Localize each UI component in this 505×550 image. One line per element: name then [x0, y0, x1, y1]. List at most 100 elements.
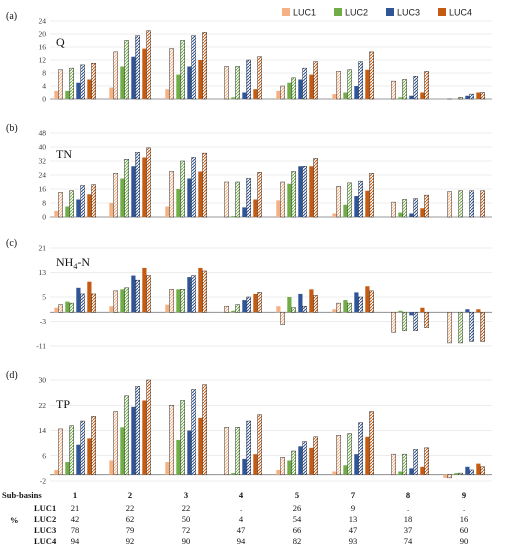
y-tick-label: 8	[42, 69, 46, 78]
bar-luc2-solid	[398, 97, 403, 99]
bar-luc2-hatched	[458, 190, 463, 218]
bar-luc4-solid	[87, 194, 92, 217]
bar-luc3-hatched	[80, 293, 85, 313]
bar-luc2-solid	[65, 301, 70, 313]
bar-luc4-solid	[198, 171, 203, 217]
bar-luc3-hatched	[358, 296, 363, 313]
table-cell: 78	[71, 525, 80, 535]
bar-luc3-solid	[298, 79, 303, 99]
table-cell: 66	[293, 525, 302, 535]
table-row-label: LUC1	[34, 503, 56, 513]
bar-luc1-solid	[109, 87, 114, 99]
bar-luc3-hatched	[302, 441, 307, 475]
bar-luc1-solid	[165, 206, 170, 217]
bar-luc2-hatched	[124, 287, 129, 313]
bar-luc2-solid	[454, 473, 459, 475]
bar-luc2-hatched	[180, 400, 185, 475]
y-tick-label: 22	[39, 401, 47, 410]
table-cell: 42	[71, 514, 80, 524]
table-cell: 62	[126, 514, 135, 524]
bar-luc3-solid	[409, 312, 414, 316]
bar-luc1-solid	[332, 309, 337, 313]
bar-luc3-hatched	[191, 35, 196, 100]
bar-luc2-hatched	[291, 77, 296, 100]
bar-luc3-solid	[298, 166, 303, 217]
bar-luc4-solid	[420, 466, 425, 475]
bar-luc4-solid	[365, 190, 370, 217]
bar-luc3-solid	[131, 166, 136, 217]
bar-luc2-solid	[231, 97, 236, 99]
bar-luc3-hatched	[80, 420, 85, 475]
bar-luc1-hatched	[280, 312, 285, 325]
bar-luc2-solid	[120, 427, 125, 475]
bar-luc3-hatched	[246, 178, 251, 218]
bar-luc4-solid	[253, 199, 258, 217]
y-tick-label: 32	[39, 157, 47, 166]
bar-luc1-solid	[165, 89, 170, 99]
bar-luc3-solid	[131, 275, 136, 313]
table-cell: 22	[126, 503, 135, 513]
y-tick-label: -3	[40, 317, 46, 326]
table-cell: 92	[126, 536, 135, 546]
table-cell: .	[240, 503, 242, 513]
bar-luc3-hatched	[302, 166, 307, 218]
y-tick-label: 30	[39, 376, 47, 385]
bar-luc4-hatched	[91, 293, 96, 313]
bar-luc2-solid	[65, 462, 70, 475]
bar-luc2-hatched	[291, 450, 296, 475]
chart-panel-tn: (b) 0 8 16 24 32 40 48 TN	[6, 123, 492, 222]
bar-luc2-solid	[398, 471, 403, 475]
table-cell: 60	[460, 525, 469, 535]
variable-name: Q	[56, 35, 65, 49]
y-tick-label: 6	[42, 451, 46, 460]
legend: LUC1 LUC2 LUC3 LUC4	[282, 8, 472, 18]
bar-luc4-hatched	[313, 436, 318, 475]
bar-luc3-hatched	[246, 59, 251, 100]
table-cell: 90	[182, 536, 191, 546]
panel-label: (a)	[6, 11, 17, 22]
table-percent-label: %	[10, 515, 19, 525]
table-cell: 94	[237, 536, 246, 546]
bar-luc4-hatched	[369, 411, 374, 475]
bar-luc4-hatched	[257, 56, 262, 100]
bar-luc4-hatched	[257, 292, 262, 313]
bar-luc4-hatched	[257, 414, 262, 475]
bar-luc2-hatched	[124, 395, 129, 475]
bar-luc1-hatched	[169, 171, 174, 218]
y-tick-label: 40	[39, 143, 47, 152]
bar-luc3-solid	[76, 287, 81, 313]
bar-luc2-hatched	[235, 427, 240, 475]
bar-luc2-hatched	[402, 199, 407, 218]
bar-luc3-solid	[354, 454, 359, 475]
bar-luc3-solid	[354, 292, 359, 313]
y-tick-label: 0	[42, 95, 46, 104]
y-tick-label: -11	[36, 342, 46, 351]
bar-luc4-solid	[142, 48, 147, 99]
bar-luc1-solid	[332, 471, 337, 475]
table-row-label: LUC3	[34, 525, 56, 535]
chart-panel-nh4-n: (c) -11 -3 5 13 21 NH4-N	[6, 238, 492, 351]
y-tick-label: 48	[39, 129, 47, 138]
bar-luc1-solid	[276, 200, 281, 217]
y-tick-label: 4	[42, 82, 46, 91]
bar-luc3-hatched	[358, 422, 363, 475]
bar-luc1-solid	[109, 203, 114, 217]
y-tick-label: 14	[39, 426, 47, 435]
bar-luc1-hatched	[391, 201, 396, 218]
bar-luc3-solid	[465, 309, 470, 313]
bar-luc2-solid	[231, 473, 236, 475]
bar-luc4-hatched	[91, 184, 96, 218]
panel-label: (d)	[6, 370, 18, 381]
bar-luc3-hatched	[358, 61, 363, 100]
bar-luc2-hatched	[124, 40, 129, 100]
bar-luc3-hatched	[469, 312, 474, 342]
bar-luc1-solid	[276, 90, 281, 99]
bar-luc1-solid	[332, 94, 337, 99]
y-tick-label: 16	[39, 185, 47, 194]
bar-luc4-solid	[198, 60, 203, 99]
bar-luc1-solid	[54, 90, 59, 99]
table-cell: 74	[404, 536, 413, 546]
bar-luc3-solid	[187, 66, 192, 99]
bar-luc4-hatched	[424, 312, 429, 328]
